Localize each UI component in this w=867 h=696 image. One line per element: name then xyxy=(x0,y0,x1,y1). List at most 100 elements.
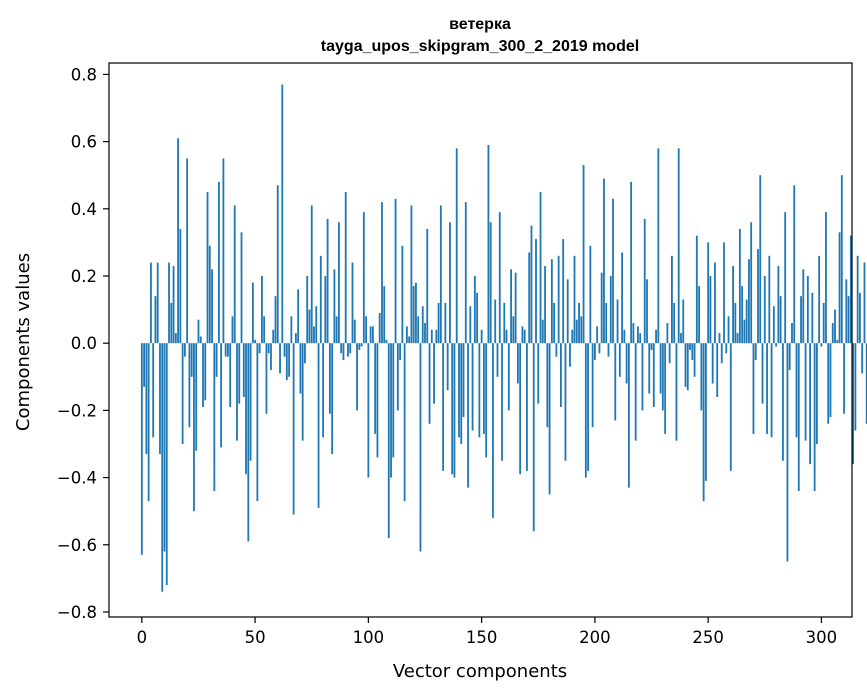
bar xyxy=(417,316,420,344)
bar xyxy=(501,343,503,461)
bar xyxy=(526,343,528,471)
bar xyxy=(197,319,200,344)
bar xyxy=(738,228,741,344)
bar xyxy=(487,144,490,344)
bar xyxy=(362,212,365,344)
bar xyxy=(227,343,229,357)
bar xyxy=(476,292,479,344)
bar xyxy=(711,343,714,384)
bar xyxy=(612,198,614,344)
bar xyxy=(211,269,213,344)
bar xyxy=(616,299,619,344)
bar xyxy=(680,333,682,344)
bar xyxy=(449,222,451,344)
bar xyxy=(265,343,268,414)
bar xyxy=(161,343,164,592)
bar xyxy=(700,343,703,411)
bar xyxy=(757,249,759,344)
bar xyxy=(659,343,662,394)
bar xyxy=(795,343,798,438)
bar xyxy=(666,323,669,344)
bar xyxy=(673,302,676,344)
bar xyxy=(720,343,723,364)
bar xyxy=(442,343,445,471)
bar xyxy=(165,343,168,586)
bar xyxy=(292,343,295,515)
bar xyxy=(154,296,157,344)
bar xyxy=(419,343,422,552)
bar xyxy=(825,212,827,344)
bar xyxy=(600,272,603,344)
bar xyxy=(822,302,825,344)
bar xyxy=(326,218,329,344)
x-tick-label: 0 xyxy=(137,628,148,647)
bar xyxy=(279,343,281,374)
bar xyxy=(347,343,349,357)
bar xyxy=(489,222,492,344)
bar xyxy=(632,323,635,344)
bar xyxy=(485,343,488,458)
bar xyxy=(451,343,454,475)
y-tick-label: 0.6 xyxy=(71,133,97,152)
bar xyxy=(245,343,247,475)
bar xyxy=(455,148,458,344)
bar xyxy=(360,343,363,347)
bar xyxy=(834,309,836,344)
bar xyxy=(390,343,392,478)
bar xyxy=(553,302,556,344)
bar xyxy=(646,279,648,344)
bar xyxy=(571,329,574,344)
bar xyxy=(541,319,544,344)
bar xyxy=(254,339,257,344)
x-axis-label: Vector components xyxy=(393,661,567,682)
bar xyxy=(813,343,816,492)
bar xyxy=(714,262,716,344)
bar xyxy=(557,255,560,344)
bar xyxy=(315,306,318,344)
bar xyxy=(630,181,633,344)
bar xyxy=(247,343,250,542)
bar xyxy=(677,148,680,344)
bar xyxy=(319,255,322,344)
bar xyxy=(331,343,334,455)
bar xyxy=(584,343,587,478)
bar xyxy=(621,252,623,344)
bar xyxy=(267,343,270,354)
bar xyxy=(378,312,381,344)
bar xyxy=(555,343,558,357)
bar xyxy=(401,245,404,344)
bar xyxy=(193,343,195,512)
bar xyxy=(800,296,802,344)
bar xyxy=(709,276,712,344)
bar xyxy=(186,158,189,344)
bar xyxy=(519,343,522,475)
bar xyxy=(652,343,655,408)
bar xyxy=(258,343,261,354)
y-axis-ticks: −0.8 −0.6 −0.4 −0.2 0.0 0.2 0.4 0.6 0.8 xyxy=(57,65,109,622)
bar xyxy=(847,296,850,344)
bar xyxy=(222,158,225,344)
bar xyxy=(236,343,238,441)
bar xyxy=(573,255,576,344)
bar xyxy=(661,343,664,411)
bar xyxy=(231,316,234,344)
bar xyxy=(415,282,417,344)
bar xyxy=(297,289,300,344)
bar xyxy=(809,343,811,465)
bar xyxy=(772,306,775,344)
bar xyxy=(376,343,379,458)
bar xyxy=(689,343,691,350)
bar xyxy=(741,286,744,344)
bar xyxy=(603,178,605,344)
bar xyxy=(179,228,182,344)
bar xyxy=(768,255,771,344)
bar xyxy=(344,192,347,344)
bar xyxy=(682,299,685,344)
bar xyxy=(163,343,166,552)
bar xyxy=(437,302,440,344)
bar xyxy=(578,302,580,344)
bar xyxy=(202,343,204,408)
bar xyxy=(802,269,805,344)
bar xyxy=(691,343,694,360)
bar xyxy=(150,262,152,344)
